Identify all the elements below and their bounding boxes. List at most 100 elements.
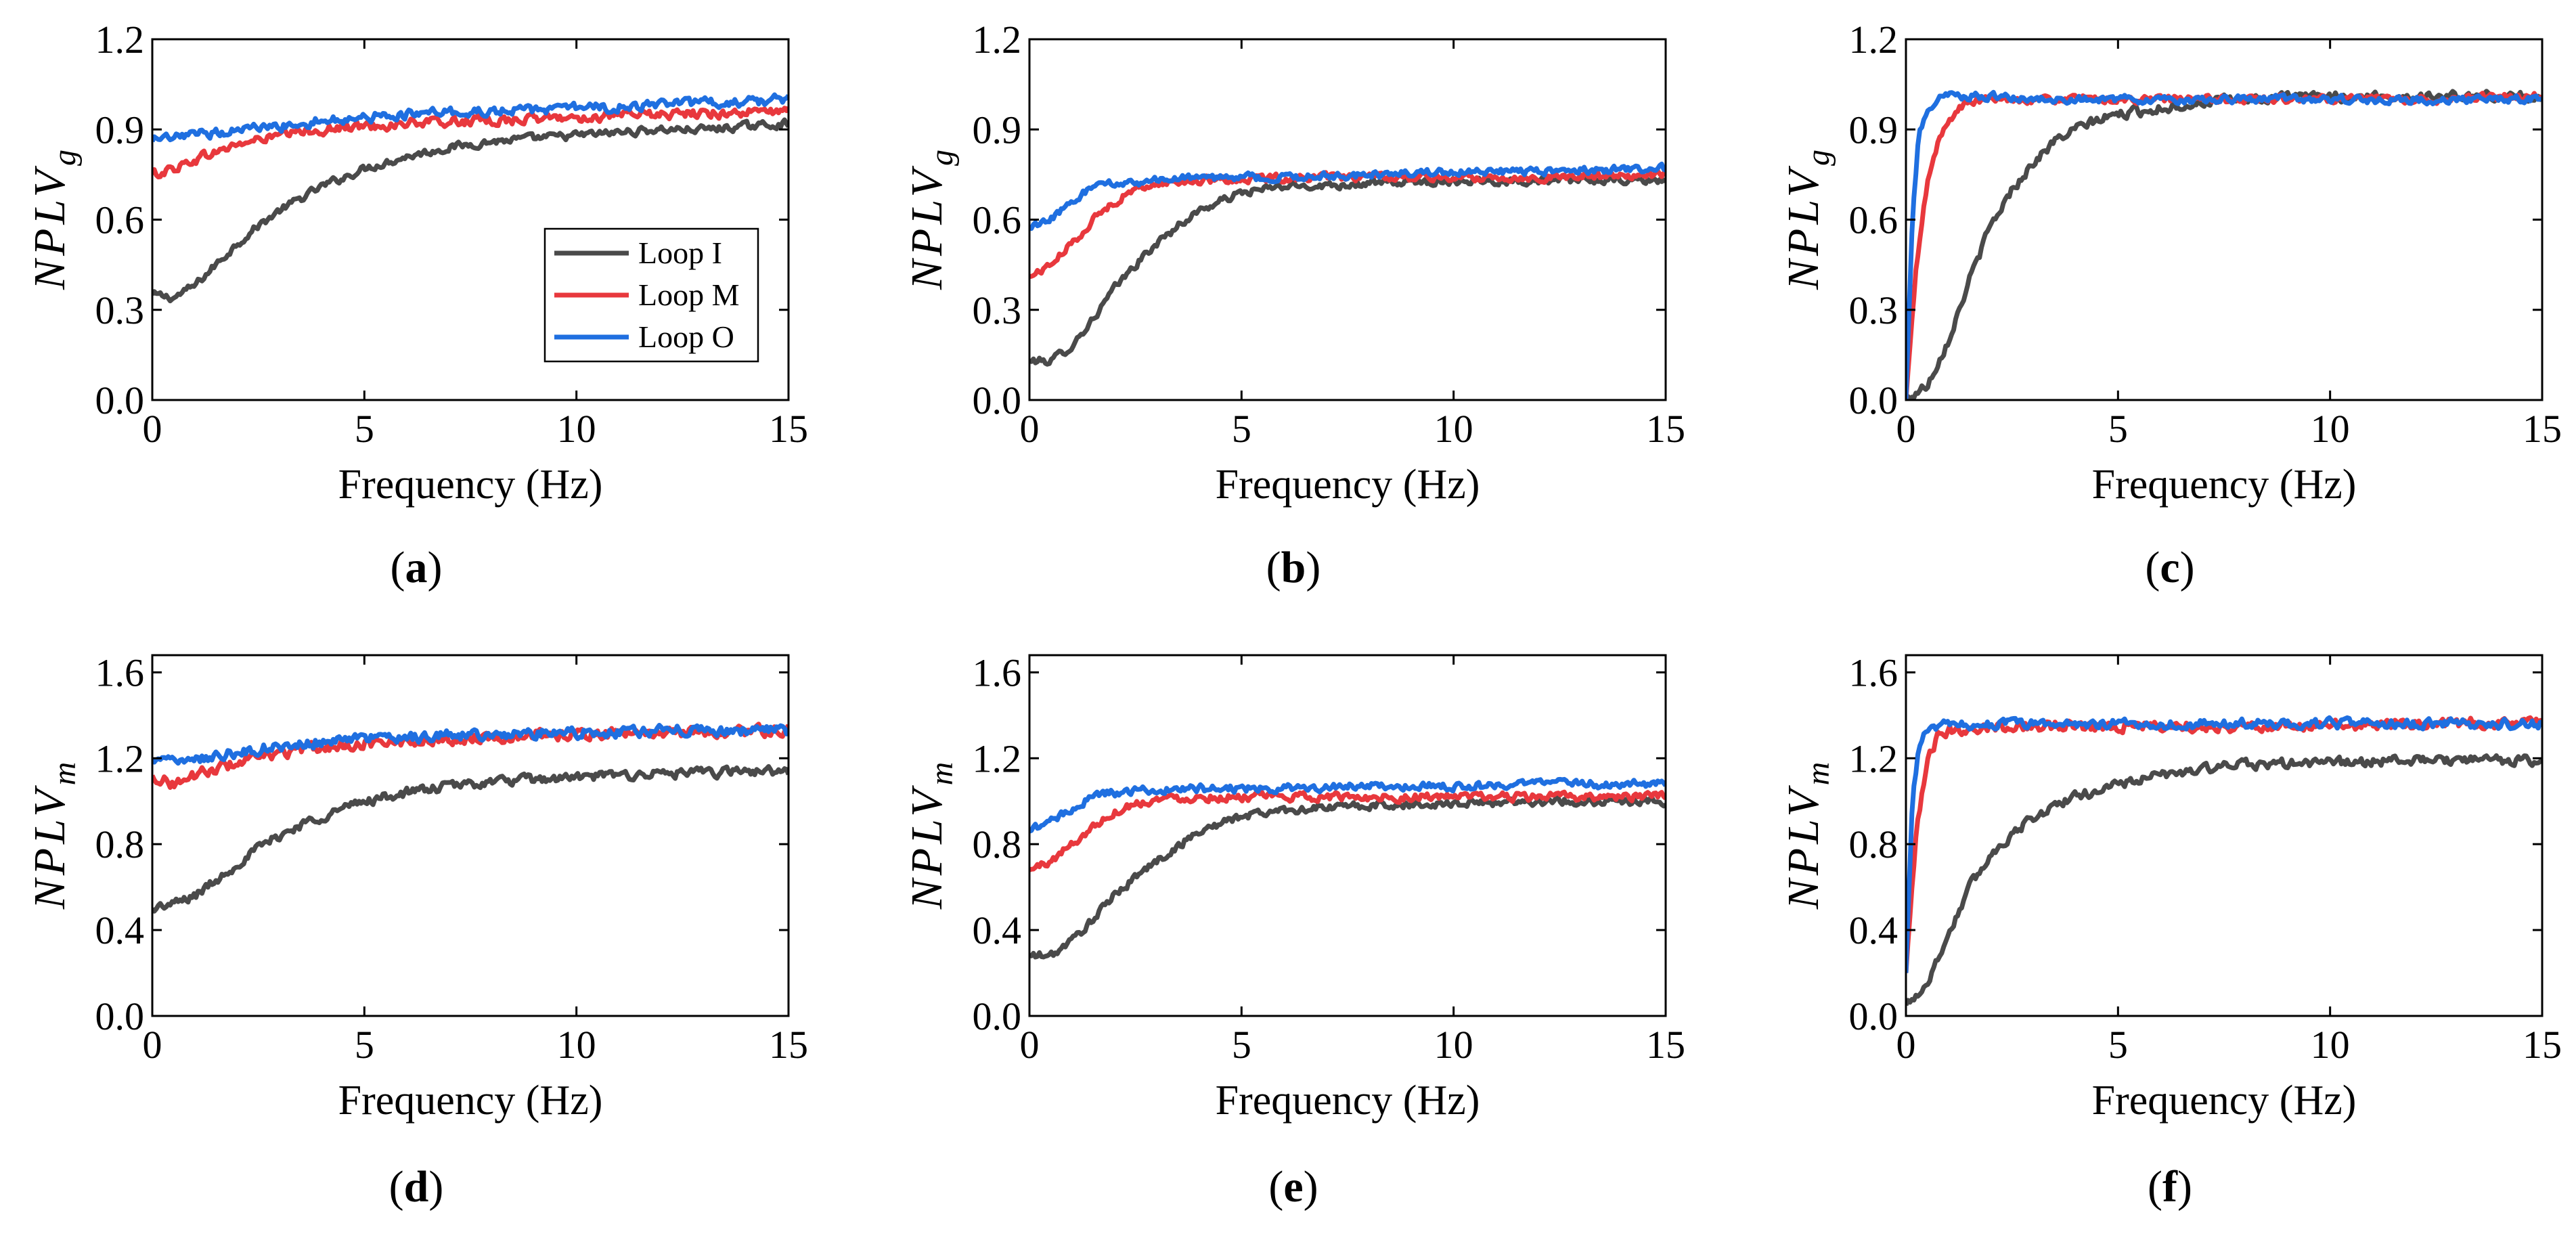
x-axis-label: Frequency (Hz) <box>1216 462 1480 508</box>
x-tick-label: 0 <box>1896 1023 1916 1067</box>
y-tick-label: 0.6 <box>973 198 1022 242</box>
series-line-loop-i <box>1029 173 1666 367</box>
y-tick-label: 0.6 <box>95 198 145 242</box>
y-tick-label: 0.9 <box>95 108 145 152</box>
x-axis-label: Frequency (Hz) <box>338 462 603 508</box>
x-axis-label: Frequency (Hz) <box>2092 1078 2357 1124</box>
x-tick-label: 0 <box>1020 1023 1040 1067</box>
panel-d: 0 5 10 15 0.0 0.4 0.8 1.2 1.6 Frequency (Hz) NPLVm… <box>25 650 808 1212</box>
y-tick-label: 1.2 <box>95 736 145 780</box>
y-axis-label: NPLVm <box>902 762 960 910</box>
series-group <box>1029 776 1666 960</box>
series-line-loop-i <box>152 763 789 914</box>
y-axis-label-sub: g <box>924 150 960 166</box>
y-axis-label-base: NPLV <box>25 785 74 910</box>
x-tick-label: 10 <box>1434 407 1473 451</box>
panel-c: 0 5 10 15 0.0 0.3 0.6 0.9 1.2 Frequency (Hz) NPLVg… <box>1779 18 2562 592</box>
series-group <box>1906 715 2542 1006</box>
axes-frame <box>1905 654 2544 1017</box>
panel-a: 0 5 10 15 0.0 0.3 0.6 0.9 1.2 Frequency (Hz) NPLVg… <box>25 18 808 592</box>
series-line-loop-i <box>152 117 789 304</box>
x-tick-label: 5 <box>1232 407 1251 451</box>
series-line-loop-o <box>1906 89 2542 400</box>
panel-letter: d <box>404 1162 429 1212</box>
y-tick-label: 0.8 <box>973 822 1022 866</box>
panel-label: (d) <box>389 1162 444 1212</box>
x-tick-label: 5 <box>1232 1023 1251 1067</box>
y-axis-label-sub: g <box>1800 150 1836 166</box>
panel-label: (a) <box>391 543 443 592</box>
y-tick-label: 1.2 <box>1849 18 1898 62</box>
series-group <box>1029 161 1666 367</box>
panel-f: 0 5 10 15 0.0 0.4 0.8 1.2 1.6 Frequency (Hz) NPLVm… <box>1779 650 2562 1212</box>
y-tick-label: 0.9 <box>1849 108 1898 152</box>
series-line-loop-o <box>1029 161 1666 231</box>
x-axis-label: Frequency (Hz) <box>338 1078 603 1124</box>
y-tick-label: 0.9 <box>973 108 1022 152</box>
panel-label: (e) <box>1268 1162 1318 1212</box>
x-axis-label: Frequency (Hz) <box>1216 1078 1480 1124</box>
x-tick-label: 0 <box>1020 407 1040 451</box>
x-tick-label: 10 <box>557 407 596 451</box>
axes-frame <box>1028 654 1667 1017</box>
x-tick-label: 10 <box>2311 407 2350 451</box>
y-tick-label: 0.3 <box>973 288 1022 332</box>
x-tick-label: 15 <box>769 1023 808 1067</box>
series-line-loop-o <box>1029 776 1666 834</box>
y-tick-label: 1.2 <box>1849 736 1898 780</box>
y-tick-label: 0.4 <box>95 908 145 952</box>
series-line-loop-o <box>152 92 789 143</box>
y-axis-label-base: NPLV <box>902 165 952 290</box>
series-line-loop-m <box>1029 789 1666 872</box>
axes-frame <box>1028 38 1667 401</box>
series-line-loop-o <box>1906 715 2542 973</box>
x-tick-label: 15 <box>1646 1023 1685 1067</box>
y-tick-label: 1.2 <box>95 18 145 62</box>
x-tick-label: 5 <box>2108 1023 2128 1067</box>
y-tick-label: 0.3 <box>1849 288 1898 332</box>
y-tick-label: 1.6 <box>1849 650 1898 694</box>
panel-label: (b) <box>1266 543 1321 592</box>
y-tick-label: 0.6 <box>1849 198 1898 242</box>
panel-letter: e <box>1283 1162 1303 1212</box>
y-tick-label: 1.2 <box>973 736 1022 780</box>
series-line-loop-i <box>1906 89 2542 400</box>
x-tick-label: 10 <box>2311 1023 2350 1067</box>
legend: Loop I Loop M Loop O <box>543 227 759 363</box>
y-tick-label: 0.0 <box>1849 994 1898 1038</box>
x-tick-label: 0 <box>143 1023 162 1067</box>
y-tick-label: 1.6 <box>973 650 1022 694</box>
series-line-loop-m <box>1906 91 2542 400</box>
x-tick-label: 15 <box>1646 407 1685 451</box>
y-axis-label-base: NPLV <box>1779 165 1828 290</box>
panel-letter: a <box>405 543 428 592</box>
y-axis-label: NPLVg <box>1779 150 1836 290</box>
y-axis-label-sub: m <box>924 762 960 786</box>
series-group <box>1906 89 2542 400</box>
legend-entry: Loop I <box>638 236 722 270</box>
y-tick-label: 0.8 <box>1849 822 1898 866</box>
y-axis-label-base: NPLV <box>902 785 952 910</box>
y-tick-label: 0.0 <box>1849 378 1898 422</box>
panel-letter: b <box>1281 543 1306 592</box>
x-tick-label: 5 <box>2108 407 2128 451</box>
panel-label: (c) <box>2145 543 2194 592</box>
series-line-loop-i <box>1906 753 2542 1006</box>
y-axis-label-sub: m <box>1800 762 1836 786</box>
y-axis-label-base: NPLV <box>1779 785 1828 910</box>
x-tick-label: 10 <box>1434 1023 1473 1067</box>
y-axis-label: NPLVg <box>25 150 83 290</box>
y-tick-label: 1.2 <box>973 18 1022 62</box>
panel-e: 0 5 10 15 0.0 0.4 0.8 1.2 1.6 Frequency (Hz) NPLVm… <box>902 650 1685 1212</box>
x-tick-label: 0 <box>1896 407 1916 451</box>
panel-b: 0 5 10 15 0.0 0.3 0.6 0.9 1.2 Frequency (Hz) NPLVg… <box>902 18 1685 592</box>
panel-letter: f <box>2162 1162 2178 1212</box>
x-axis-label: Frequency (Hz) <box>2092 462 2357 508</box>
series-line-loop-m <box>152 106 789 179</box>
series-line-loop-i <box>1029 795 1666 960</box>
series-line-loop-o <box>152 723 789 766</box>
series-group <box>152 722 789 914</box>
x-tick-label: 15 <box>2523 1023 2562 1067</box>
y-tick-label: 0.3 <box>95 288 145 332</box>
